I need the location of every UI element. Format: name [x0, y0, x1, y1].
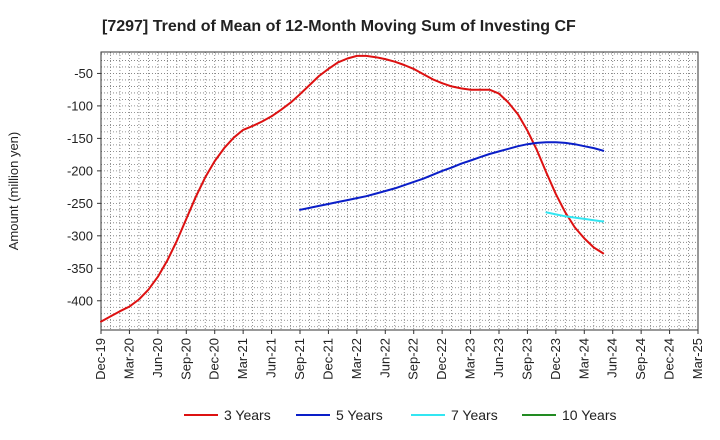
x-tick-label: Mar-21	[235, 338, 250, 379]
legend-label: 10 Years	[562, 407, 617, 423]
legend: 3 Years 5 Years 7 Years 10 Years	[184, 407, 617, 423]
x-tick-label: Dec-19	[93, 338, 108, 380]
x-tick-label: Mar-20	[121, 338, 136, 379]
legend-label: 3 Years	[224, 407, 271, 423]
x-tick-label: Sep-24	[633, 338, 648, 380]
x-tick-label: Jun-21	[264, 338, 279, 378]
y-axis-label: Amount (million yen)	[6, 132, 21, 251]
y-tick-label: -200	[67, 163, 93, 178]
x-tick-label: Jun-22	[377, 338, 392, 378]
x-tick-label: Jun-20	[150, 338, 165, 378]
x-tick-label: Jun-23	[491, 338, 506, 378]
series-line-3-years	[100, 54, 605, 323]
y-tick-label: -300	[67, 228, 93, 243]
series-lines	[100, 54, 605, 323]
legend-label: 5 Years	[336, 407, 383, 423]
x-tick-label: Dec-20	[207, 338, 222, 380]
series-line-7-years	[545, 211, 605, 223]
x-tick-label: Sep-23	[519, 338, 534, 380]
x-tick-label: Sep-20	[178, 338, 193, 380]
x-tick-label: Dec-21	[320, 338, 335, 380]
y-tick-label: -150	[67, 131, 93, 146]
x-tick-label: Jun-24	[605, 338, 620, 378]
x-tick-label: Sep-21	[292, 338, 307, 380]
chart-title: [7297] Trend of Mean of 12-Month Moving …	[102, 18, 576, 35]
x-tick-label: Dec-24	[662, 338, 677, 380]
x-tick-label: Sep-22	[406, 338, 421, 380]
x-axis: Dec-19 Mar-20 Jun-20 Sep-20 Dec-20 Mar-21 Jun-…	[93, 330, 705, 380]
y-tick-label: -350	[67, 261, 93, 276]
x-tick-label: Mar-24	[576, 338, 591, 379]
y-tick-label: -50	[74, 66, 93, 81]
y-tick-label: -100	[67, 98, 93, 113]
y-tick-label: -400	[67, 293, 93, 308]
x-tick-label: Mar-23	[463, 338, 478, 379]
y-tick-label: -250	[67, 196, 93, 211]
y-axis: -50 -100 -150 -200 -250 -300 -350 -400	[67, 66, 101, 308]
x-tick-label: Dec-22	[434, 338, 449, 380]
x-tick-label: Dec-23	[548, 338, 563, 380]
x-tick-label: Mar-25	[690, 338, 705, 379]
plot-frame	[100, 51, 699, 331]
grid	[101, 52, 698, 330]
series-line-5-years	[299, 141, 605, 211]
legend-label: 7 Years	[451, 407, 498, 423]
x-tick-label: Mar-22	[349, 338, 364, 379]
